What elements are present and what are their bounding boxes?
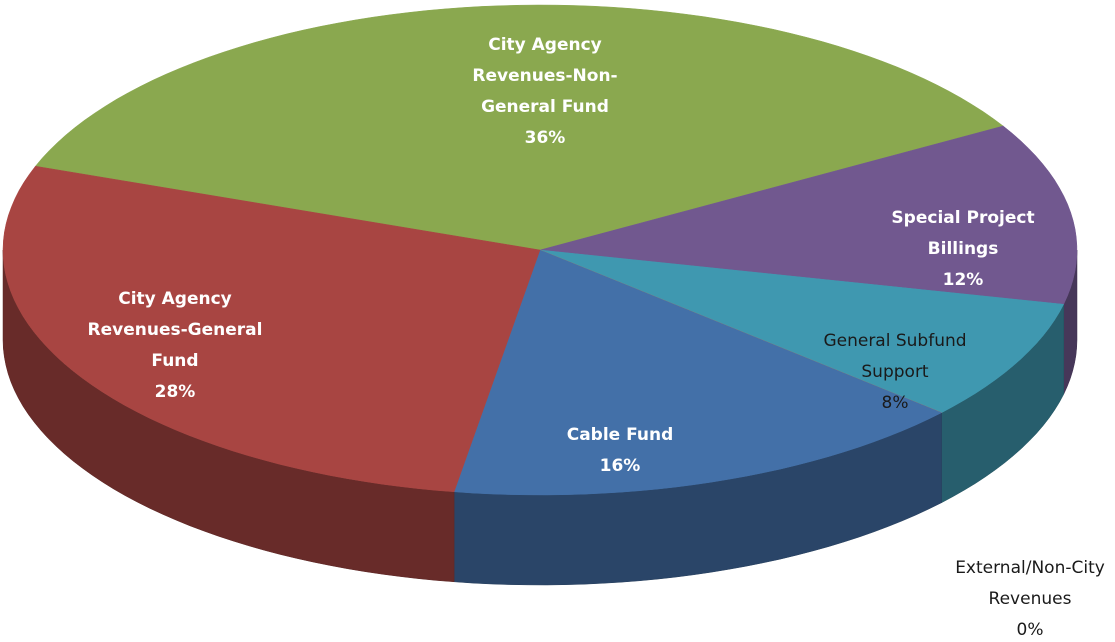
- slice-value-label: 36%: [525, 128, 566, 148]
- pie-slice: [539, 125, 1078, 305]
- slice-value-label: 16%: [600, 456, 641, 476]
- slice-value-label: 28%: [155, 382, 196, 402]
- slice-label: General Subfund Support: [823, 331, 966, 382]
- slice-value-label: 8%: [882, 393, 909, 413]
- slice-value-label: 0%: [1017, 620, 1044, 640]
- slice-label: City Agency Revenues-General Fund: [88, 289, 263, 371]
- pie-slice: [453, 249, 943, 496]
- slice-value-label: 12%: [943, 270, 984, 290]
- slice-label: Cable Fund: [567, 425, 674, 445]
- pie-tops: [2, 4, 1078, 496]
- slice-label: Special Project Billings: [891, 208, 1034, 259]
- pie-slice: [539, 249, 1065, 413]
- pie-slice: [2, 165, 541, 493]
- slice-label: External/Non-City Revenues: [955, 558, 1105, 609]
- slice-label: City Agency Revenues-Non-General Fund: [472, 35, 617, 117]
- pie-slice: [34, 4, 1004, 251]
